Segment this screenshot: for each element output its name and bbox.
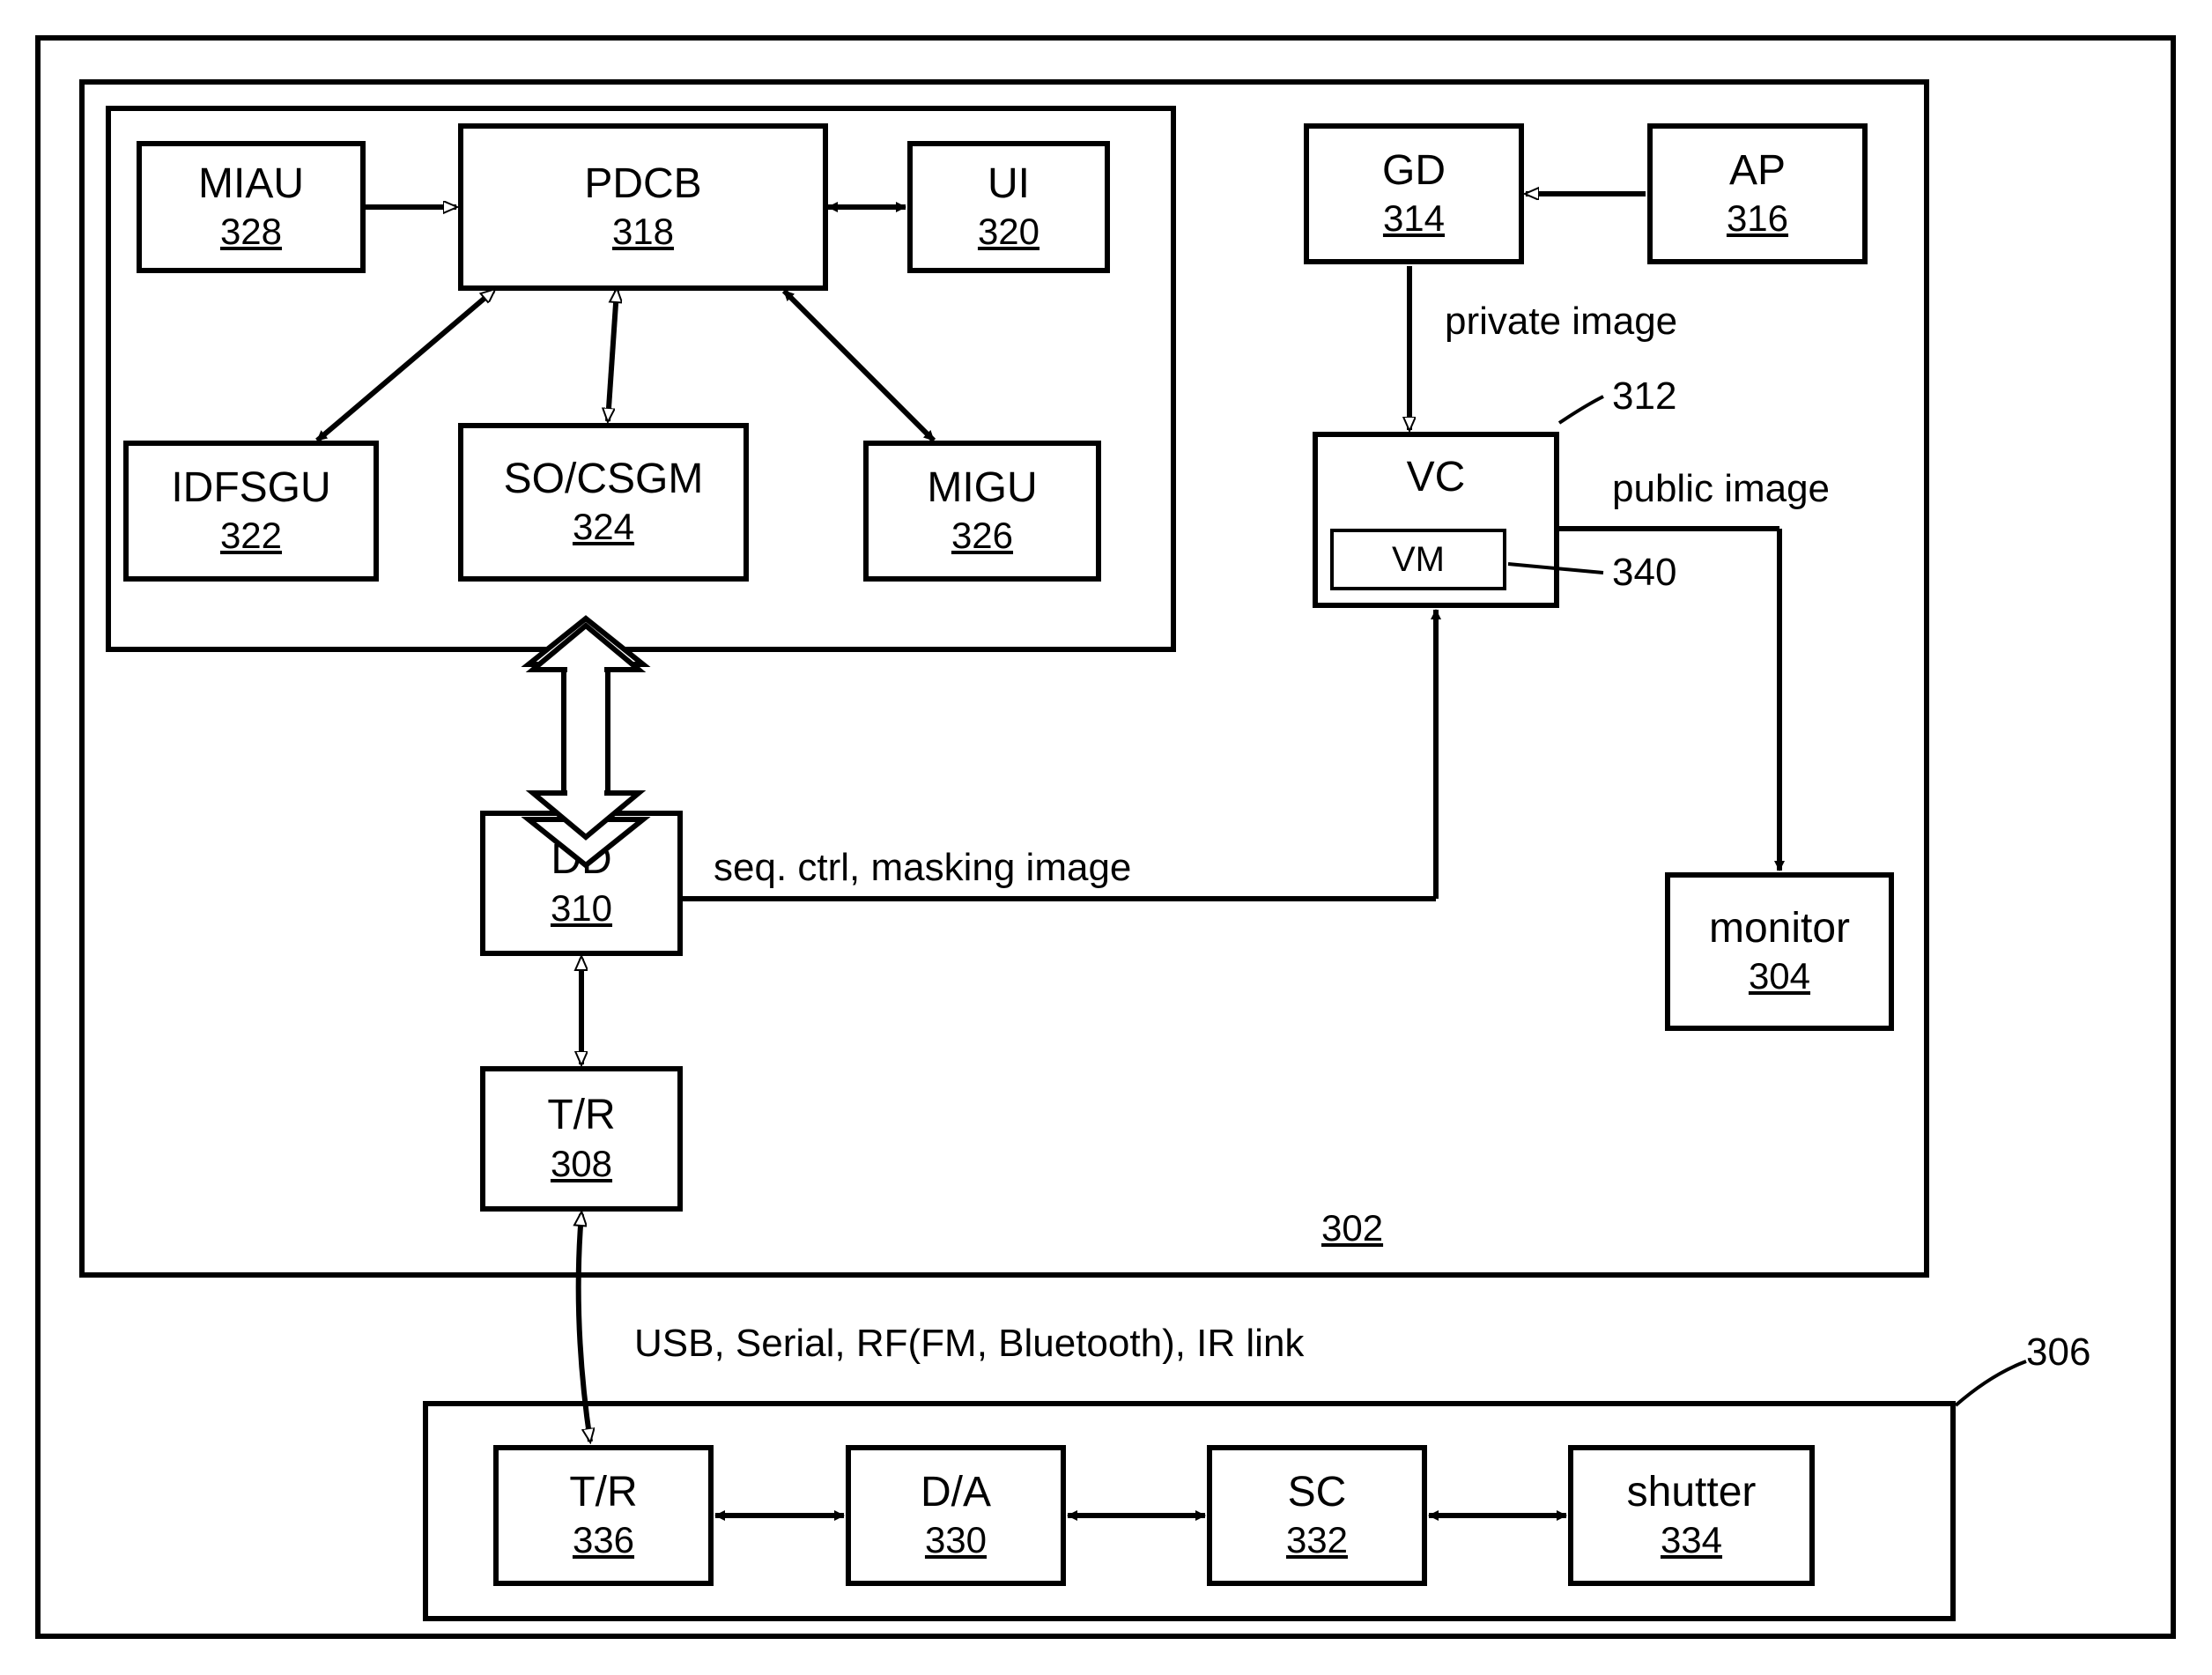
shutter-ref: 334 xyxy=(1661,1519,1722,1561)
da-ref: 330 xyxy=(925,1519,987,1561)
da-label: D/A xyxy=(921,1470,991,1516)
idfsgu-label: IDFSGU xyxy=(171,465,330,512)
tr-ref: 308 xyxy=(551,1143,612,1185)
node-shutter: shutter 334 xyxy=(1568,1445,1815,1586)
node-monitor: monitor 304 xyxy=(1665,872,1894,1031)
miau-label: MIAU xyxy=(198,161,304,208)
node-ap: AP 316 xyxy=(1647,123,1868,264)
vm-ref: 340 xyxy=(1612,551,1676,595)
socsgm-label: SO/CSGM xyxy=(504,456,704,503)
ui-ref: 320 xyxy=(978,211,1039,253)
node-da: D/A 330 xyxy=(846,1445,1066,1586)
gd-label: GD xyxy=(1382,148,1446,195)
node-idfsgu: IDFSGU 322 xyxy=(123,441,379,582)
host-ref: 302 xyxy=(1321,1207,1383,1249)
node-miau: MIAU 328 xyxy=(137,141,366,273)
monitor-ref: 304 xyxy=(1749,955,1810,997)
node-gd: GD 314 xyxy=(1304,123,1524,264)
node-tr2: T/R 336 xyxy=(493,1445,714,1586)
vc-ref: 312 xyxy=(1612,374,1676,419)
node-dd: DD 310 xyxy=(480,811,683,956)
shutterbox-ref: 306 xyxy=(2026,1330,2090,1375)
node-socsgm: SO/CSGM 324 xyxy=(458,423,749,582)
sc-ref: 332 xyxy=(1286,1519,1348,1561)
diagram-canvas: 302 MIAU 328 PDCB 318 UI 320 IDFSGU 322 … xyxy=(0,0,2212,1675)
migu-label: MIGU xyxy=(927,465,1037,512)
node-tr: T/R 308 xyxy=(480,1066,683,1212)
socsgm-ref: 324 xyxy=(573,506,634,548)
node-vm: VM xyxy=(1330,529,1506,590)
shutter-label: shutter xyxy=(1627,1470,1757,1516)
dd-ref: 310 xyxy=(551,887,612,930)
vc-label: VC xyxy=(1407,455,1466,501)
idfsgu-ref: 322 xyxy=(220,515,282,557)
label-private-image: private image xyxy=(1445,300,1677,344)
node-sc: SC 332 xyxy=(1207,1445,1427,1586)
dd-label: DD xyxy=(551,837,611,884)
ui-label: UI xyxy=(988,161,1030,208)
tr2-ref: 336 xyxy=(573,1519,634,1561)
label-public-image: public image xyxy=(1612,467,1830,511)
tr-label: T/R xyxy=(547,1093,615,1139)
vm-label: VM xyxy=(1392,540,1445,579)
monitor-label: monitor xyxy=(1709,906,1850,952)
tr2-label: T/R xyxy=(569,1470,637,1516)
pdcb-label: PDCB xyxy=(584,161,701,208)
sc-label: SC xyxy=(1288,1470,1347,1516)
ap-label: AP xyxy=(1729,148,1786,195)
ap-ref: 316 xyxy=(1727,197,1788,240)
label-seq-ctrl: seq. ctrl, masking image xyxy=(714,846,1131,890)
node-migu: MIGU 326 xyxy=(863,441,1101,582)
pdcb-ref: 318 xyxy=(612,211,674,253)
label-usb-link: USB, Serial, RF(FM, Bluetooth), IR link xyxy=(634,1322,1304,1366)
node-ui: UI 320 xyxy=(907,141,1110,273)
migu-ref: 326 xyxy=(951,515,1013,557)
gd-ref: 314 xyxy=(1383,197,1445,240)
miau-ref: 328 xyxy=(220,211,282,253)
node-pdcb: PDCB 318 xyxy=(458,123,828,291)
